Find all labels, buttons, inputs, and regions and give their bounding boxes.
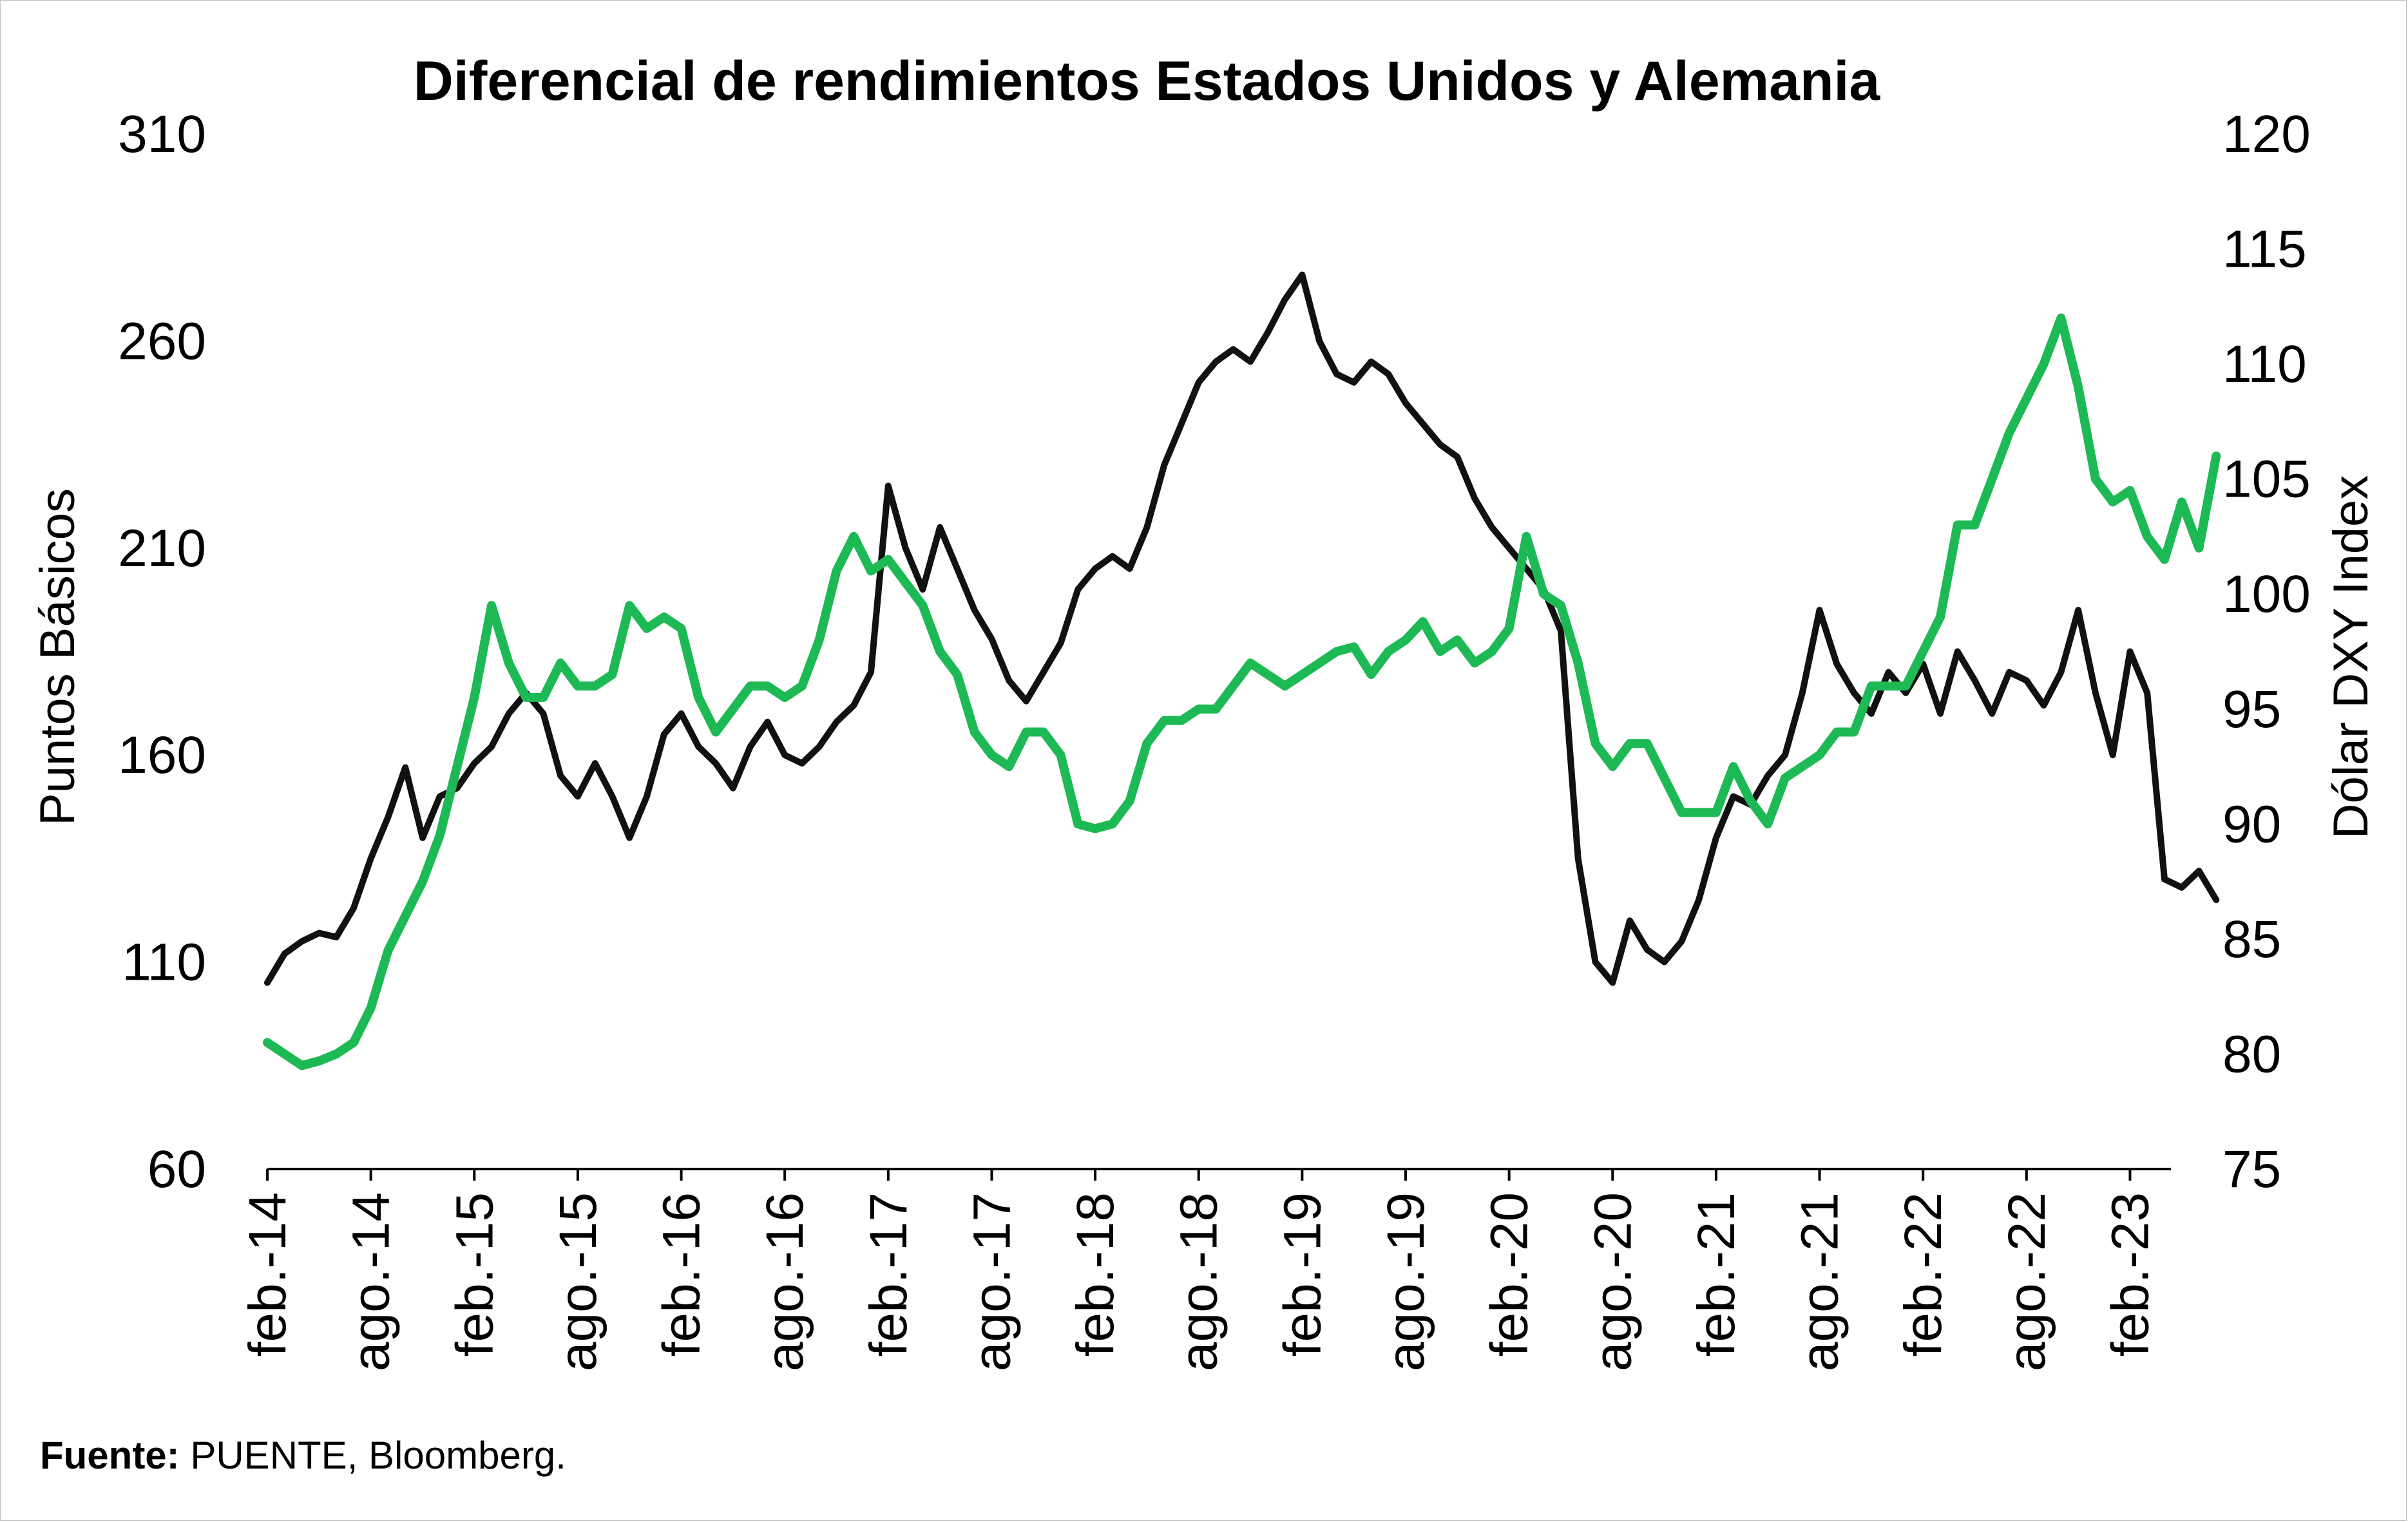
y-axis-right-title: Dólar DXY Index [2324,475,2378,839]
x-tick-label: feb.-17 [859,1192,918,1356]
y-axis-left-title: Puntos Básicos [30,488,85,826]
source-note: Fuente: PUENTE, Bloomberg. [40,1433,566,1478]
x-tick-label: ago.-19 [1377,1192,1435,1371]
x-tick-label: ago.-16 [756,1192,814,1371]
x-tick-label: feb.-21 [1687,1192,1746,1356]
y-right-tick-label: 110 [2222,335,2307,394]
y-right-tick-label: 115 [2222,220,2307,279]
y-right-tick-label: 105 [2222,450,2311,509]
y-left-tick-label: 110 [122,933,206,992]
chart-title: Diferencial de rendimientos Estados Unid… [414,50,1881,112]
x-tick-label: feb.-22 [1894,1192,1953,1356]
y-left-tick-label: 60 [148,1140,206,1199]
y-right-tick-label: 90 [2222,795,2281,853]
x-tick-label: feb.-15 [445,1192,504,1356]
y-left-tick-label: 160 [118,726,206,785]
series-line-dxy [263,313,2221,1070]
x-tick-label: ago.-15 [549,1192,607,1371]
plot-area [263,271,2221,1181]
x-tick-label: feb.-19 [1273,1192,1332,1356]
x-tick-label: feb.-18 [1066,1192,1125,1356]
y-right-tick-label: 80 [2222,1025,2281,1083]
y-left-tick-label: 210 [118,519,206,578]
x-tick-label: feb.-16 [653,1192,711,1356]
x-tick-label: ago.-18 [1170,1192,1228,1371]
source-text: PUENTE, Bloomberg. [190,1434,566,1477]
y-right-tick-label: 100 [2222,565,2311,623]
y-left-tick-label: 310 [118,105,206,164]
series-line-spread [264,271,2220,986]
x-tick-label: feb.-20 [1480,1192,1539,1356]
x-tick-label: ago.-20 [1583,1192,1642,1371]
x-tick-label: feb.-23 [2101,1192,2159,1356]
x-tick-label: ago.-21 [1791,1192,1849,1371]
x-tick-label: ago.-14 [342,1192,401,1371]
y-right-tick-label: 85 [2222,910,2281,969]
x-tick-label: ago.-22 [1998,1192,2056,1371]
y-left-tick-label: 260 [118,312,206,370]
x-tick-label: feb.-14 [238,1192,297,1356]
y-right-tick-label: 95 [2222,680,2281,739]
y-right-tick-label: 120 [2222,105,2311,164]
tick-labels: 310 260 210 160 110 60 120 115 110 105 100 95 90 85 80… [118,105,2311,1371]
x-tick-label: ago.-17 [962,1192,1021,1371]
y-right-tick-label: 75 [2222,1140,2281,1199]
source-label: Fuente: [40,1434,180,1477]
